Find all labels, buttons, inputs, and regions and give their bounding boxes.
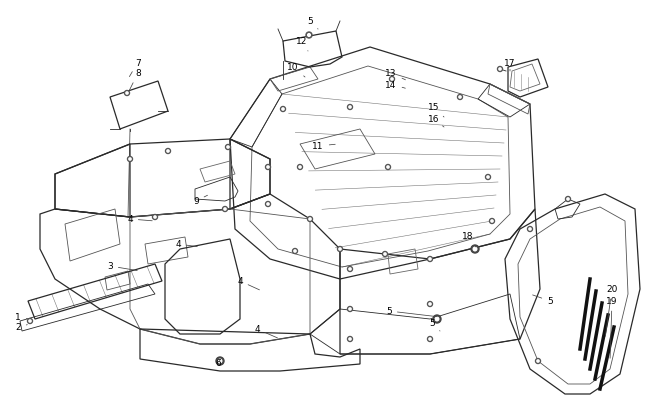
Text: 8: 8 (129, 69, 141, 91)
Circle shape (566, 197, 571, 202)
Circle shape (292, 249, 298, 254)
Circle shape (429, 303, 431, 305)
Text: 19: 19 (606, 297, 618, 358)
Circle shape (216, 357, 224, 365)
Circle shape (429, 338, 431, 340)
Circle shape (282, 109, 284, 111)
Circle shape (29, 320, 31, 322)
Text: 15: 15 (428, 103, 444, 118)
Text: 11: 11 (312, 142, 335, 151)
Circle shape (265, 202, 270, 207)
Circle shape (349, 107, 351, 109)
Circle shape (267, 166, 269, 169)
Circle shape (428, 257, 432, 262)
Circle shape (298, 165, 302, 170)
Text: 2: 2 (15, 323, 27, 332)
Text: 5: 5 (386, 307, 437, 317)
Circle shape (473, 247, 477, 251)
Text: 10: 10 (287, 63, 305, 78)
Circle shape (459, 97, 461, 99)
Circle shape (129, 158, 131, 161)
Circle shape (294, 250, 296, 252)
Circle shape (267, 203, 269, 206)
Circle shape (349, 308, 351, 310)
Circle shape (433, 315, 441, 323)
Text: 17: 17 (504, 58, 515, 72)
Circle shape (166, 149, 170, 154)
Circle shape (307, 34, 310, 37)
Circle shape (429, 258, 431, 260)
Circle shape (281, 107, 285, 112)
Circle shape (265, 165, 270, 170)
Circle shape (387, 166, 389, 169)
Circle shape (349, 268, 351, 271)
Circle shape (224, 208, 226, 211)
Circle shape (299, 166, 301, 169)
Circle shape (391, 79, 393, 81)
Circle shape (218, 359, 222, 363)
Text: 16: 16 (428, 115, 444, 128)
Circle shape (126, 93, 128, 95)
Text: 3: 3 (107, 262, 137, 271)
Circle shape (487, 177, 489, 179)
Circle shape (384, 253, 386, 256)
Circle shape (348, 105, 352, 110)
Circle shape (491, 220, 493, 223)
Text: 14: 14 (385, 80, 406, 89)
Circle shape (337, 247, 343, 252)
Circle shape (307, 217, 313, 222)
Text: 13: 13 (385, 69, 406, 81)
Text: 6: 6 (215, 358, 221, 368)
Text: 5: 5 (307, 17, 318, 30)
Circle shape (306, 33, 312, 39)
Text: 5: 5 (532, 295, 553, 306)
Circle shape (348, 267, 352, 272)
Circle shape (382, 252, 387, 257)
Circle shape (489, 219, 495, 224)
Circle shape (349, 338, 351, 340)
Circle shape (309, 218, 311, 221)
Circle shape (339, 248, 341, 251)
Circle shape (567, 198, 569, 200)
Text: 18: 18 (462, 232, 476, 247)
Text: 12: 12 (296, 37, 308, 52)
Circle shape (497, 67, 502, 72)
Circle shape (222, 207, 227, 212)
Circle shape (499, 69, 501, 71)
Text: 4: 4 (176, 240, 197, 249)
Circle shape (389, 77, 395, 82)
Circle shape (27, 319, 32, 324)
Circle shape (528, 227, 532, 232)
Text: 9: 9 (193, 196, 207, 206)
Circle shape (471, 245, 479, 254)
Circle shape (537, 360, 539, 362)
Text: 20: 20 (605, 285, 617, 337)
Circle shape (436, 318, 439, 321)
Circle shape (486, 175, 491, 180)
Circle shape (348, 307, 352, 312)
Circle shape (428, 337, 432, 342)
Circle shape (153, 215, 157, 220)
Circle shape (127, 157, 133, 162)
Circle shape (536, 358, 541, 364)
Text: 4: 4 (254, 325, 278, 338)
Circle shape (125, 91, 129, 96)
Circle shape (529, 228, 531, 230)
Circle shape (458, 95, 463, 100)
Circle shape (348, 337, 352, 342)
Text: 4: 4 (127, 215, 152, 224)
Circle shape (167, 151, 169, 153)
Circle shape (227, 147, 229, 149)
Circle shape (428, 302, 432, 307)
Circle shape (226, 145, 231, 150)
Text: 1: 1 (15, 313, 27, 322)
Text: 4: 4 (237, 277, 259, 290)
Text: 5: 5 (429, 319, 440, 331)
Circle shape (385, 165, 391, 170)
Text: 7: 7 (129, 58, 141, 77)
Circle shape (154, 216, 156, 219)
